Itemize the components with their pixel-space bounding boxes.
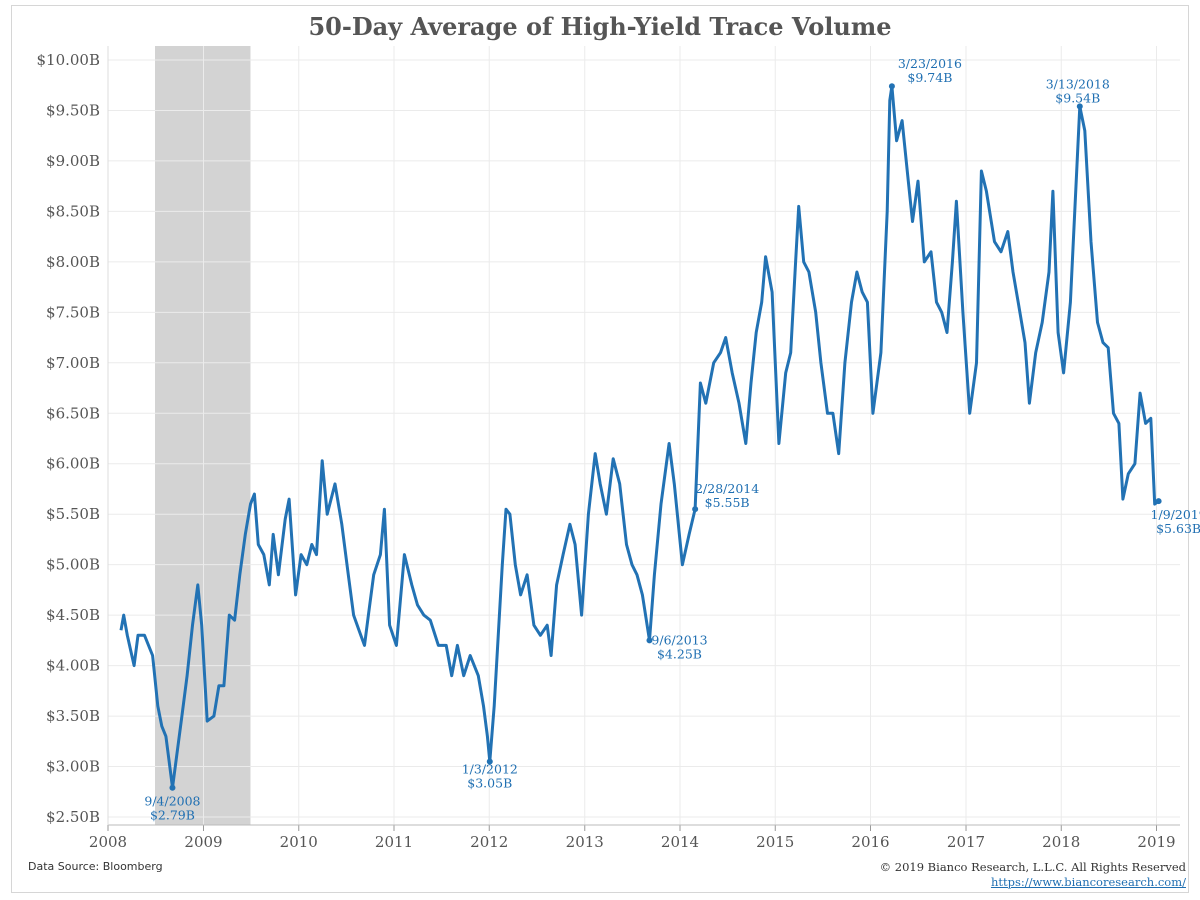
annotation-date-label: 1/3/2012 [462, 761, 518, 776]
recession-shade-layer [155, 46, 251, 825]
x-tick-label: 2012 [470, 833, 508, 851]
y-tick-label: $5.50B [46, 505, 100, 523]
annotation-marker [169, 784, 176, 791]
annotation-date-label: 2/28/2014 [695, 481, 759, 496]
annotation-layer: 9/4/2008$2.79B 1/3/2012$3.05B 9/6/2013$4.2… [144, 56, 1200, 822]
website-link[interactable]: https://www.biancoresearch.com/ [990, 875, 1186, 889]
y-tick-label: $9.50B [46, 101, 100, 119]
x-tick-label: 2009 [184, 833, 222, 851]
x-tick-label: 2016 [851, 833, 889, 851]
y-tick-label: $8.50B [46, 202, 100, 220]
y-tick-label: $7.00B [46, 354, 100, 372]
x-tick-label: 2010 [280, 833, 318, 851]
y-tick-label: $5.00B [46, 556, 100, 574]
annotation-value-label: $2.79B [150, 808, 195, 823]
y-tick-label: $3.00B [46, 758, 100, 776]
annotation-marker [1155, 498, 1162, 505]
y-tick-label: $6.50B [46, 404, 100, 422]
annotation-value-label: $9.54B [1055, 90, 1100, 105]
x-tick-label: 2017 [947, 833, 985, 851]
chart-title: 50-Day Average of High-Yield Trace Volum… [308, 12, 892, 41]
y-tick-label: $7.50B [46, 303, 100, 321]
x-tick-label: 2014 [661, 833, 699, 851]
x-tick-label: 2018 [1042, 833, 1080, 851]
annotation-date-label: 1/9/2019 [1151, 507, 1200, 522]
annotation-value-label: $5.63B [1156, 521, 1200, 536]
x-tick-label: 2013 [566, 833, 604, 851]
annotation-value-label: $9.74B [907, 70, 952, 85]
annotation-marker [888, 83, 895, 90]
copyright-note: © 2019 Bianco Research, L.L.C. All Right… [879, 860, 1186, 874]
annotation-marker [646, 637, 653, 644]
x-tick-label: 2015 [756, 833, 794, 851]
grid-layer [107, 46, 1180, 825]
y-tick-label: $4.50B [46, 606, 100, 624]
axis-layer: $2.50B $3.00B $3.50B $4.00B $4.50B $5.00B $5.5… [36, 46, 1180, 851]
annotation-marker [486, 758, 493, 765]
y-tick-label: $8.00B [46, 253, 100, 271]
annotation-date-label: 3/23/2016 [898, 56, 962, 71]
annotation-date-label: 9/6/2013 [651, 632, 707, 647]
x-tick-label: 2011 [375, 833, 413, 851]
recession-shade [155, 46, 251, 825]
x-tick-label: 2008 [89, 833, 127, 851]
y-tick-label: $6.00B [46, 455, 100, 473]
annotation-marker [692, 506, 699, 513]
line-layer [119, 84, 1160, 790]
annotation-value-label: $3.05B [467, 775, 512, 790]
annotation-value-label: $4.25B [657, 646, 702, 661]
y-tick-label: $2.50B [46, 808, 100, 826]
annotation-date-label: 3/13/2018 [1046, 76, 1110, 91]
y-tick-label: $10.00B [36, 51, 100, 69]
data-source-note: Data Source: Bloomberg [28, 860, 163, 873]
y-tick-label: $3.50B [46, 707, 100, 725]
annotation-marker [1076, 103, 1083, 110]
annotation-date-label: 9/4/2008 [144, 794, 200, 809]
x-tick-label: 2019 [1137, 833, 1175, 851]
y-tick-label: $4.00B [46, 657, 100, 675]
series-line [119, 84, 1160, 790]
y-tick-label: $9.00B [46, 152, 100, 170]
annotation-value-label: $5.55B [705, 495, 750, 510]
